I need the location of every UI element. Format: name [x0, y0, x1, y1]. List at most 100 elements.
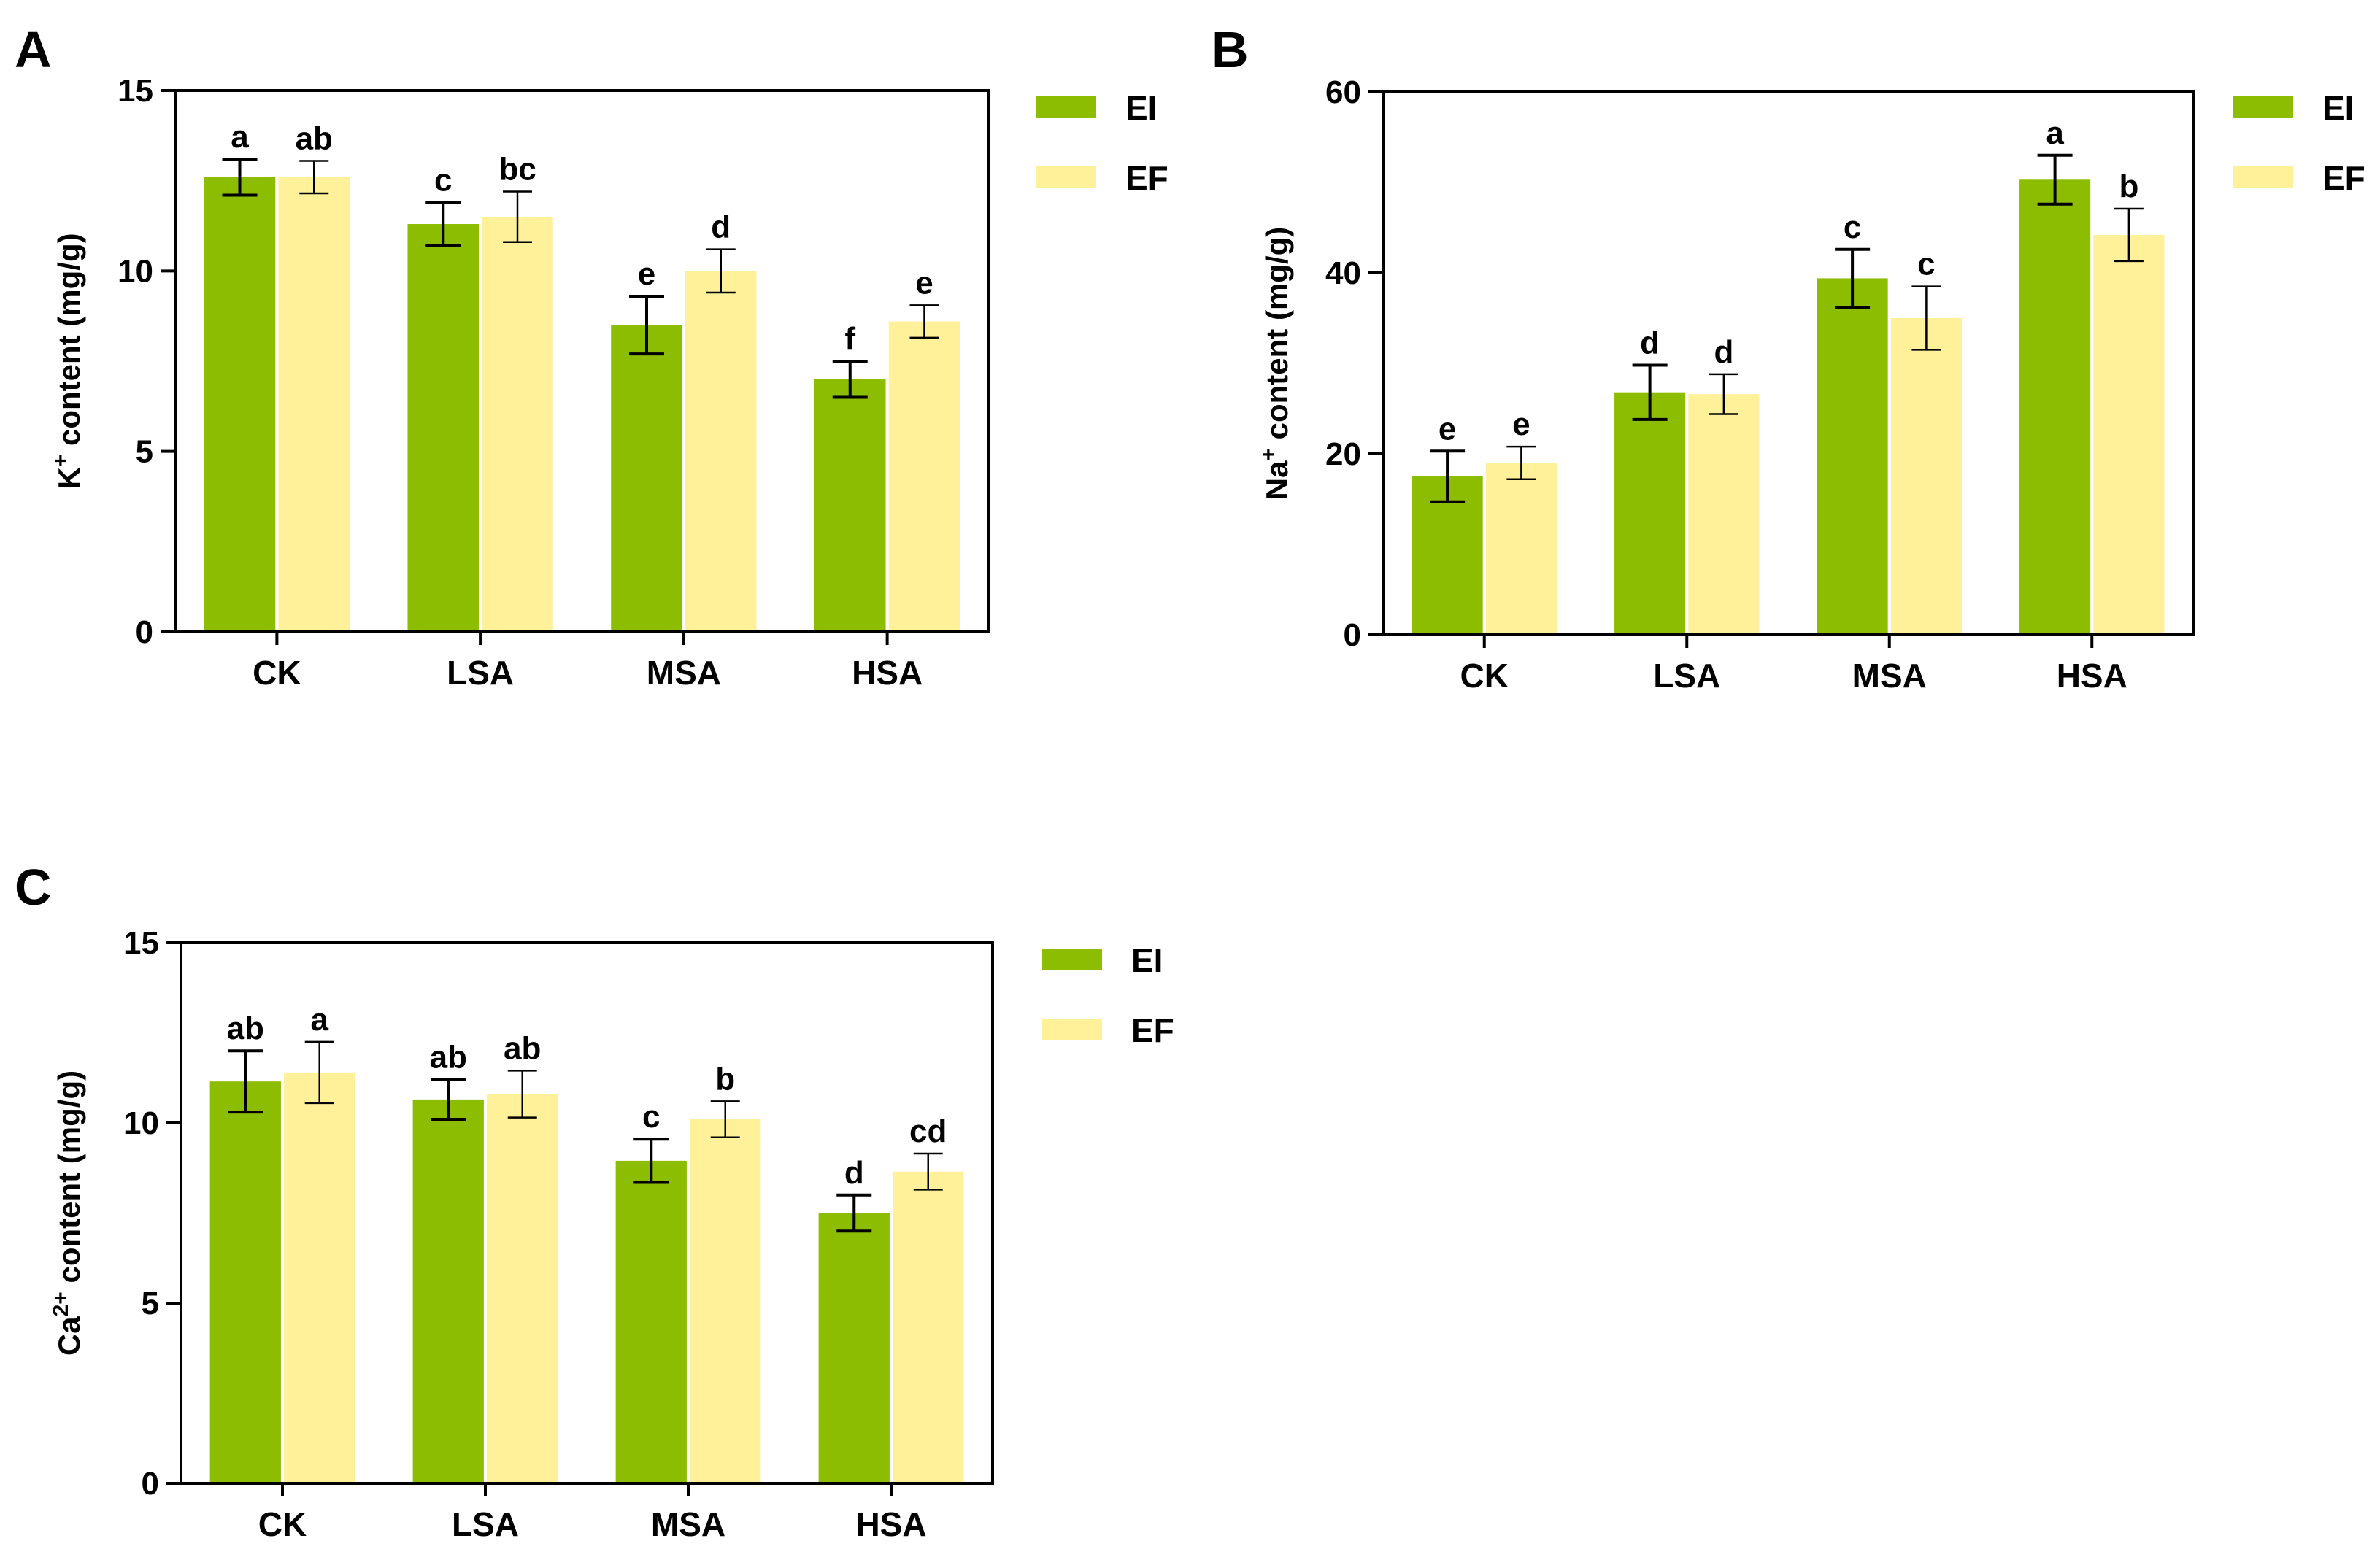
significance-label-ei-msa: c [1844, 209, 1861, 245]
y-tick-label: 10 [123, 1105, 159, 1141]
bar-ef-ck [1485, 463, 1557, 635]
significance-label-ei-lsa: d [1640, 325, 1660, 360]
y-tick-label: 5 [142, 1286, 159, 1321]
error-bar-ei-ck [1430, 449, 1466, 503]
y-tick-label: 0 [142, 1466, 159, 1502]
significance-label-ei-msa: c [642, 1099, 660, 1135]
error-bar-ef-msa [1911, 285, 1941, 351]
bar-ef-lsa [482, 217, 553, 633]
bar-ei-lsa [412, 1099, 484, 1483]
bar-ef-ck [278, 177, 350, 633]
x-tick-label: HSA [855, 1505, 926, 1543]
legend-label-ef: EF [2322, 159, 2365, 197]
error-bar-ef-msa [706, 248, 736, 294]
y-axis-label: Ca2+ content (mg/g) [49, 1070, 87, 1356]
x-tick-label: HSA [852, 654, 923, 692]
error-bar-ef-hsa [909, 304, 939, 339]
error-bar-ei-hsa [2037, 153, 2073, 206]
bar-ei-hsa [818, 1213, 890, 1483]
error-bar-ei-msa [1835, 247, 1871, 309]
chart-panel-b: Be e CK d d LSA c c MSA a b HSA 0 20 40 60 Na+ content (… [1212, 21, 2365, 695]
significance-label-ef-msa: c [1917, 247, 1935, 282]
y-tick-label: 10 [118, 253, 153, 289]
error-bar-ei-lsa [431, 1078, 466, 1121]
significance-label-ef-lsa: d [1714, 334, 1733, 370]
y-axis-label: Na+ content (mg/g) [1257, 227, 1295, 501]
error-bar-ef-ck [304, 1040, 334, 1105]
x-tick-label: MSA [651, 1505, 725, 1543]
error-bar-ei-lsa [425, 201, 461, 247]
x-tick-label: MSA [1852, 657, 1927, 695]
significance-label-ei-ck: e [1439, 411, 1456, 447]
x-tick-label: CK [253, 654, 301, 692]
bar-ei-msa [611, 325, 682, 632]
significance-label-ei-ck: a [231, 119, 249, 155]
plot-frame [174, 89, 990, 633]
bar-ef-hsa [893, 1171, 964, 1483]
chart-panel-c: Cab a CK ab ab LSA c b MSA d cd HSA 0 5 10 15 Ca2+ conte… [15, 859, 1174, 1543]
significance-label-ei-hsa: a [2046, 115, 2064, 151]
bar-ef-hsa [888, 321, 960, 632]
x-tick-label: MSA [647, 654, 721, 692]
error-bar-ei-hsa [836, 1193, 872, 1233]
error-bar-ef-lsa [507, 1070, 537, 1119]
y-tick-label: 0 [136, 614, 153, 650]
bar-ei-ck [209, 1081, 281, 1483]
y-tick-label: 0 [1344, 617, 1361, 653]
plot-frame [180, 941, 994, 1485]
legend-swatch-ef [1042, 1019, 1102, 1040]
significance-label-ef-lsa: ab [504, 1030, 541, 1066]
x-tick-label: LSA [1653, 657, 1720, 695]
significance-label-ef-ck: a [310, 1002, 328, 1038]
error-bar-ei-msa [633, 1138, 669, 1184]
error-bar-ef-ck [1506, 445, 1536, 480]
plot-frame [1382, 90, 2195, 636]
error-bar-ef-hsa [2114, 207, 2144, 263]
bar-ef-hsa [2093, 234, 2165, 635]
significance-label-ef-msa: b [715, 1061, 735, 1097]
x-tick-label: LSA [452, 1505, 519, 1543]
bar-ei-lsa [1614, 392, 1686, 635]
error-bar-ef-lsa [502, 190, 532, 244]
bar-ei-hsa [2019, 179, 2091, 635]
y-tick-label: 40 [1325, 255, 1361, 291]
error-bar-ef-hsa [913, 1152, 943, 1191]
significance-label-ei-lsa: ab [430, 1040, 467, 1075]
significance-label-ei-hsa: f [844, 321, 855, 357]
bar-ei-msa [1817, 278, 1888, 635]
y-axis-label: K+ content (mg/g) [49, 233, 87, 489]
error-bar-ei-msa [629, 294, 665, 356]
bar-ef-lsa [1688, 394, 1760, 635]
x-tick-label: CK [258, 1505, 307, 1543]
error-bar-ef-ck [299, 160, 329, 195]
legend-swatch-ei [1036, 96, 1096, 118]
legend-swatch-ef [2233, 166, 2293, 188]
error-bar-ei-lsa [1632, 363, 1668, 421]
significance-label-ei-ck: ab [227, 1011, 264, 1046]
significance-label-ef-lsa: bc [498, 152, 536, 188]
bar-ef-msa [690, 1119, 761, 1483]
significance-label-ef-hsa: cd [909, 1113, 947, 1149]
error-bar-ef-lsa [1709, 373, 1738, 415]
significance-label-ei-lsa: c [434, 162, 452, 198]
bar-ef-ck [284, 1072, 355, 1483]
bar-ef-msa [1890, 318, 1962, 635]
y-tick-label: 15 [118, 73, 153, 109]
significance-label-ei-hsa: d [844, 1155, 864, 1191]
panel-letter: B [1212, 21, 1249, 78]
panel-letter: C [15, 859, 52, 916]
y-tick-label: 60 [1325, 74, 1361, 110]
bar-ef-lsa [487, 1094, 558, 1483]
y-tick-label: 5 [136, 434, 153, 470]
legend-swatch-ef [1036, 166, 1096, 188]
significance-label-ef-ck: e [1512, 406, 1530, 442]
error-bar-ei-ck [228, 1049, 263, 1114]
legend-swatch-ei [1042, 949, 1102, 970]
significance-label-ef-ck: ab [296, 120, 333, 156]
legend-swatch-ei [2233, 96, 2293, 118]
legend-label-ei: EI [2322, 89, 2354, 127]
bar-ei-ck [204, 177, 276, 633]
bar-ei-lsa [407, 224, 480, 632]
error-bar-ei-ck [222, 157, 258, 197]
error-bar-ef-msa [710, 1100, 740, 1139]
